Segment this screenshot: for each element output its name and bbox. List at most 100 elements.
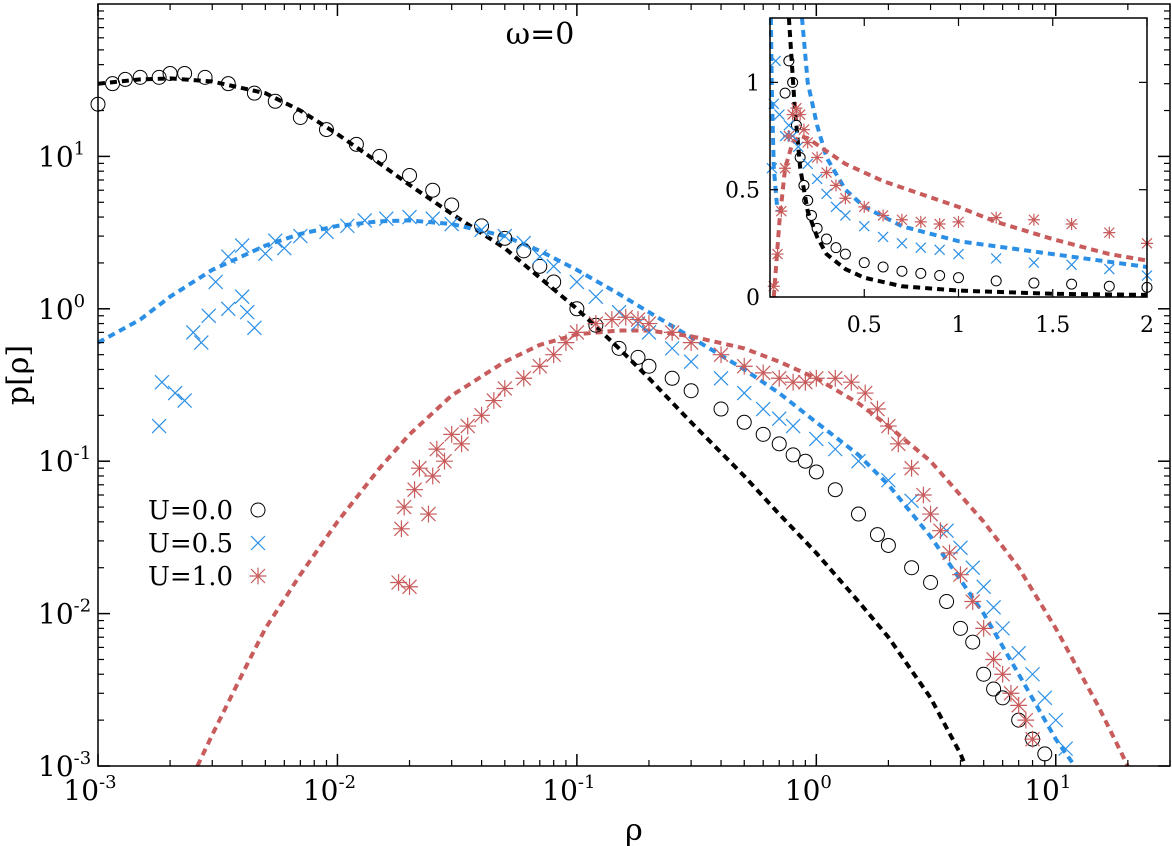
main-point-0-26 (630, 349, 646, 365)
main-point-1-45 (880, 472, 896, 488)
main-point-1-24 (444, 216, 460, 232)
main-point-1-17 (292, 228, 308, 244)
main-point-0-40 (880, 537, 896, 553)
main-point-1-3 (177, 393, 193, 408)
main-point-1-54 (1011, 645, 1027, 661)
y-tick-label-exp: -1 (74, 443, 92, 464)
y-tick-label-exp: 0 (74, 291, 85, 312)
inset-axis-ticks: 0.5 1 1.5 2 0 0.5 1 (725, 18, 1154, 338)
inset-point-1-11 (830, 201, 842, 213)
main-point-2-17 (531, 357, 549, 375)
x-tick-label: 100 (785, 772, 832, 807)
main-point-0-18 (474, 218, 490, 234)
main-point-2-36 (842, 373, 860, 391)
main-point-2-37 (856, 384, 874, 402)
inset-point-1-5 (783, 119, 795, 131)
main-point-0-17 (444, 197, 460, 213)
main-point-1-13 (234, 238, 250, 253)
legend-label: U=0.0 (148, 496, 233, 526)
main-point-0-41 (904, 560, 920, 576)
x-tick-label-base: 10 (1024, 774, 1060, 807)
main-point-1-20 (357, 213, 373, 228)
main-series-U=0.5 (151, 209, 1074, 757)
legend-marker-1 (250, 535, 266, 551)
main-point-1-1 (154, 374, 170, 390)
inset-point-0-7 (805, 209, 817, 221)
main-point-1-43 (827, 441, 843, 457)
main-point-2-38 (869, 400, 886, 418)
main-point-2-16 (515, 369, 533, 387)
inset-point-0-16 (934, 270, 946, 282)
main-point-1-7 (208, 274, 224, 290)
inset-point-2-20 (990, 211, 1003, 224)
main-point-2-42 (914, 486, 932, 504)
main-point-0-6 (177, 65, 193, 81)
main-point-0-13 (348, 136, 364, 152)
inset-point-2-11 (820, 166, 833, 179)
main-point-1-5 (193, 335, 209, 351)
main-point-2-18 (545, 346, 563, 364)
inset-point-2-6 (790, 102, 803, 115)
inset-point-0-19 (1028, 277, 1040, 289)
x-tick-label-base: 10 (785, 774, 821, 807)
main-point-0-9 (246, 85, 262, 101)
inset-point-0-21 (1103, 280, 1115, 292)
main-point-2-43 (922, 505, 939, 523)
main-point-0-48 (995, 690, 1011, 706)
main-point-2-13 (473, 406, 490, 424)
main-point-0-4 (151, 69, 167, 85)
main-point-1-18 (319, 224, 334, 240)
main-point-2-11 (453, 435, 470, 453)
main-point-0-47 (986, 681, 1002, 697)
main-point-2-47 (964, 593, 982, 610)
inset-point-2-16 (895, 213, 908, 226)
inset-point-1-13 (858, 220, 870, 232)
legend: U=0.0U=0.5U=1.0 (148, 496, 267, 592)
inset-point-2-8 (797, 123, 810, 136)
main-point-2-49 (985, 651, 1002, 668)
main-point-2-5 (411, 459, 428, 477)
main-point-2-40 (889, 435, 907, 453)
main-point-2-54 (1024, 730, 1041, 748)
main-plot-frame (97, 3, 1171, 767)
main-point-1-25 (474, 222, 490, 238)
main-point-2-32 (784, 373, 802, 391)
main-point-0-46 (976, 666, 992, 682)
main-point-2-15 (496, 380, 514, 397)
inset-point-0-18 (990, 275, 1002, 287)
x-tick-label-exp: -2 (338, 772, 356, 793)
main-point-1-56 (1037, 690, 1053, 706)
x-tick-label-base: 10 (63, 774, 99, 807)
legend-label: U=1.0 (148, 562, 233, 592)
main-point-1-19 (339, 218, 355, 234)
main-point-2-9 (436, 452, 453, 470)
inset-point-0-20 (1066, 278, 1078, 290)
x-tick-label-base: 10 (542, 774, 578, 807)
chart-title: ω=0 (506, 17, 575, 52)
main-point-1-6 (201, 308, 217, 324)
inset-point-1-18 (953, 248, 964, 260)
main-point-1-14 (257, 246, 273, 262)
main-point-0-22 (546, 274, 562, 290)
main-point-1-38 (736, 385, 752, 401)
main-point-0-44 (952, 620, 968, 636)
main-point-0-3 (132, 69, 148, 85)
main-point-2-35 (826, 369, 844, 387)
main-point-2-25 (640, 315, 658, 332)
legend-marker-2 (249, 567, 267, 585)
inset-fit-line-2 (800, 17, 1148, 269)
inset-point-2-10 (811, 151, 824, 164)
main-point-0-21 (532, 258, 548, 274)
main-point-0-30 (713, 401, 729, 417)
main-point-0-38 (850, 506, 866, 522)
inset-fit-line-0 (786, 17, 1148, 297)
main-point-0-35 (797, 453, 813, 469)
main-point-1-58 (1058, 741, 1074, 757)
x-tick-label: 10-3 (63, 772, 116, 807)
y-axis-label: p[ρ] (1, 345, 36, 405)
main-point-0-28 (664, 370, 680, 386)
main-fit-line-2 (195, 328, 1130, 767)
main-point-2-22 (603, 311, 621, 328)
inset-point-0-12 (858, 257, 870, 269)
main-point-0-7 (197, 69, 213, 85)
